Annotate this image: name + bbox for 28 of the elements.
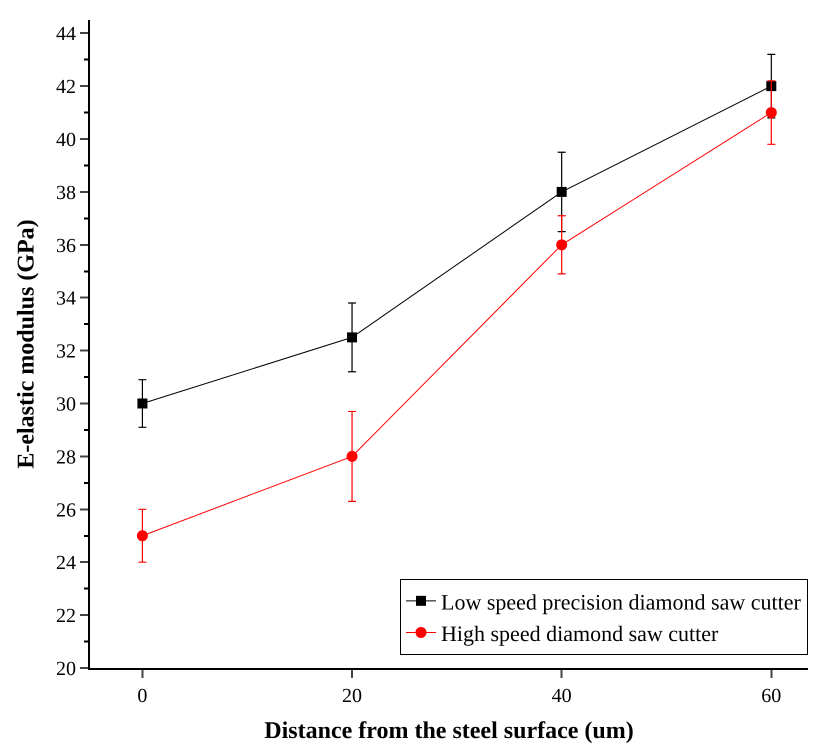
y-tick-label: 20 [56, 658, 76, 680]
y-tick-label: 24 [56, 552, 76, 574]
legend-label: High speed diamond saw cutter [441, 621, 720, 646]
y-tick-label: 36 [56, 234, 76, 257]
point [766, 107, 777, 118]
legend-label: Low speed precision diamond saw cutter [441, 589, 802, 614]
x-axis-title: Distance from the steel surface (um) [264, 718, 634, 744]
x-tick-label: 0 [137, 685, 148, 707]
y-tick-label: 40 [56, 129, 76, 152]
point [556, 239, 568, 250]
y-tick-label: 42 [56, 76, 76, 98]
y-tick-label: 32 [56, 340, 76, 363]
y-axis-title: E-elastic modulus (GPa) [14, 219, 40, 469]
point [556, 186, 567, 197]
x-tick-label: 60 [761, 685, 782, 707]
y-tick-label: 30 [56, 394, 76, 416]
y-tick-label: 38 [56, 182, 76, 204]
y-tick-label: 34 [56, 288, 76, 310]
point [137, 398, 148, 409]
y-tick-label: 44 [56, 23, 76, 46]
x-tick-label: 20 [342, 685, 362, 707]
point [347, 332, 358, 342]
y-tick-label: 26 [56, 499, 76, 522]
point [136, 530, 148, 542]
x-tick-label: 40 [552, 685, 572, 707]
point [346, 450, 358, 462]
y-tick-label: 22 [56, 605, 76, 628]
y-tick-label: 28 [56, 446, 76, 468]
